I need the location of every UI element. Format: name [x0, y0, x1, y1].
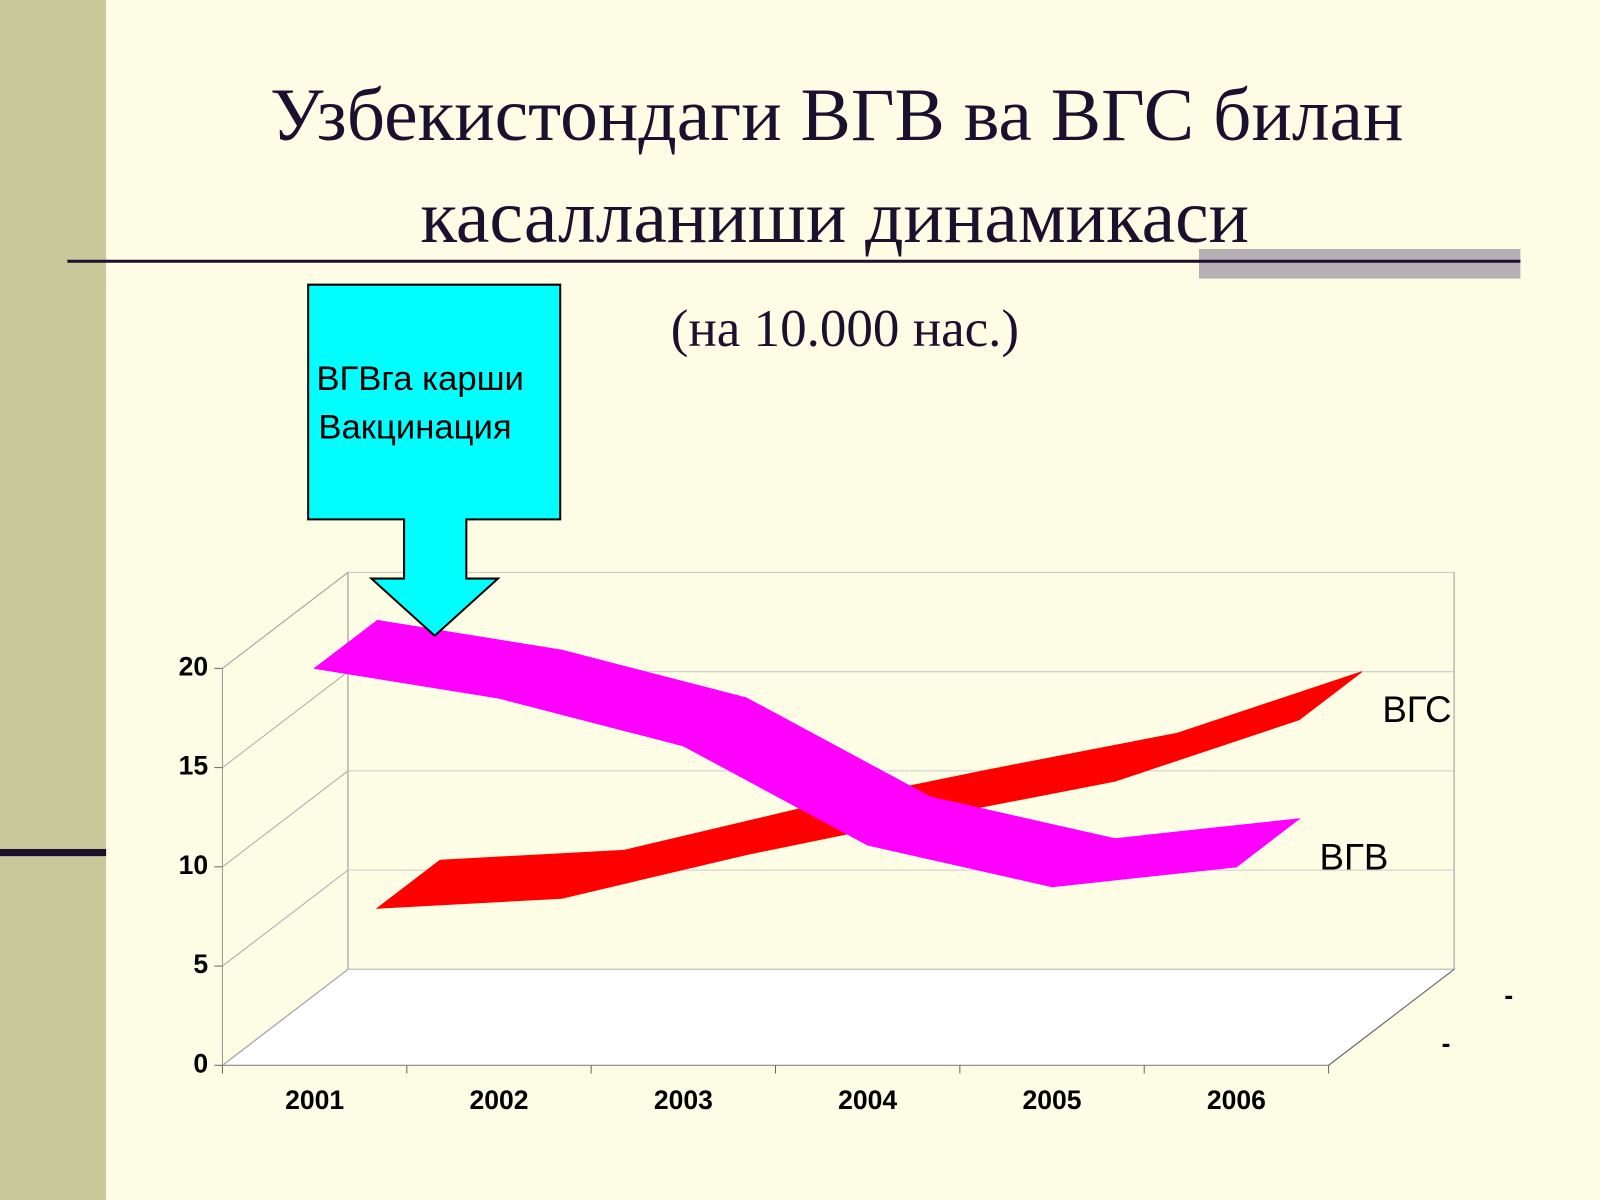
- series-label: ВГС: [1382, 689, 1451, 730]
- series-label: ВГВ: [1320, 836, 1389, 877]
- y-tick-label: 5: [193, 949, 208, 979]
- x-tick-label: 2002: [469, 1085, 528, 1115]
- x-tick-label: 2003: [654, 1085, 713, 1115]
- x-tick-label: 2004: [838, 1085, 897, 1115]
- chart-subtitle: (на 10.000 нас.): [671, 300, 1019, 358]
- y-tick-label: 15: [179, 751, 209, 781]
- side-strip: [0, 0, 107, 1200]
- grid-line: [222, 968, 349, 1066]
- depth-axis: [1328, 968, 1455, 1066]
- grid-line: [222, 869, 349, 967]
- chart-title: Узбекистондаги ВГВ ва ВГС билан: [270, 74, 1403, 157]
- y-tick-label: 0: [193, 1048, 208, 1078]
- chart-title: касалланиши динамикаси: [420, 176, 1249, 259]
- plot: 0 5 10 15 20 2001 2002 2003 2004 2005 2006 - - ВГС ВГВ: [179, 571, 1513, 1115]
- annotation: ВГВга карши: [316, 360, 524, 398]
- annotation: Вакцинация: [318, 409, 511, 447]
- y-tick-label: 10: [179, 850, 209, 880]
- depth-label: -: [1442, 1028, 1451, 1058]
- x-tick-label: 2001: [285, 1085, 344, 1115]
- x-tick-label: 2005: [1023, 1085, 1082, 1115]
- floor: [220, 968, 1456, 1066]
- y-tick-label: 20: [179, 651, 209, 681]
- grid-line: [222, 671, 349, 769]
- ribbon-segment: [1114, 671, 1363, 782]
- ribbon-segment: [1050, 818, 1301, 888]
- depth-label: -: [1504, 980, 1513, 1010]
- x-tick-label: 2006: [1207, 1085, 1266, 1115]
- grid-line: [222, 770, 349, 868]
- title-bar: [1198, 248, 1521, 279]
- side-rule: [0, 848, 107, 857]
- grid-line: [222, 572, 349, 669]
- callout-arrow: [307, 283, 562, 638]
